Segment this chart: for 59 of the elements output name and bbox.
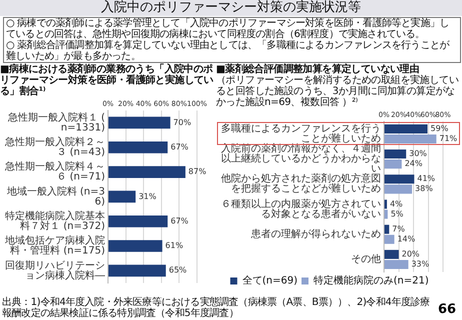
- bar: [108, 116, 170, 129]
- bar: [384, 250, 399, 259]
- data-label: 65%: [168, 266, 188, 275]
- data-label: 41%: [417, 174, 436, 184]
- text: ○ 薬剤総合評価調整加算を算定していない理由としては、「多職種によるカンファレンスを行うことが難しいため」が最も多かった。: [6, 40, 450, 62]
- bar: [384, 134, 436, 144]
- chart-subtitle: （ポリファーマシーを解消するための取組を実施していると回答した施設のうち、3か月間に同加算の算定がなかった施設n=69、複数回答 ）²⁾: [216, 75, 460, 108]
- data-label: 7%: [392, 224, 406, 234]
- text: ○ 病棟での薬剤師による薬学管理として「入院中のポリファーマシー対策を医師・看護師等と実施」しているとの回答は、急性期や回復期の病棟において同程度の割合（6割程度）で実施されている。: [6, 18, 450, 40]
- data-label: 30%: [409, 149, 428, 158]
- y-tick-label: 患者の理解が得られないため: [250, 228, 381, 240]
- source-note: 出典：1)令和4年度入院・外来医療等における実態調査（病棟票（A票、B票））、2)令和4年度診療報酬改定の結果検証に係る特別調査（令和5年度調査）: [2, 297, 430, 319]
- bar: [108, 166, 186, 178]
- y-tick-label: 急性期一般入院料４～６ (n=71): [4, 160, 106, 183]
- bar: [384, 224, 390, 234]
- data-label: 4%: [390, 199, 404, 208]
- data-label: 31%: [138, 192, 157, 201]
- y-tick-label: 回復期リハビリテーション病棟入院料―: [5, 259, 105, 282]
- data-label: 87%: [188, 167, 207, 176]
- chart-title: ■薬剤総合評価調整加算を算定していない理由: [216, 64, 420, 75]
- bar: [108, 264, 166, 277]
- y-tick-label: 多職種によるカンファレンスを行うことが難しいため: [221, 122, 381, 145]
- legend-label: 特定機能病院のみ(n=21): [314, 274, 429, 287]
- y-tick-label: 他院から処方された薬剤の処方意図を把握することなどが難しいため: [221, 172, 381, 195]
- data-label: 33%: [411, 260, 430, 269]
- text: 入院中のポリファーマシー対策の実施状況等: [0, 0, 462, 16]
- bar: [108, 141, 168, 154]
- bar: [384, 234, 394, 244]
- bar: [384, 160, 402, 169]
- data-label: 14%: [397, 234, 416, 244]
- y-tick-label: 地域一般入院料 (n=36): [6, 185, 106, 208]
- bar: [108, 240, 162, 252]
- data-label: 67%: [170, 142, 189, 152]
- y-tick-label: 急性期一般入院料２～３ (n=43): [4, 136, 106, 158]
- bar: [384, 150, 406, 159]
- bar: [384, 260, 408, 269]
- bar: [108, 215, 168, 228]
- bar: [384, 210, 388, 219]
- data-label: 38%: [415, 184, 434, 194]
- legend-label: 全て(n=69): [242, 274, 298, 287]
- y-tick-label: ６種類以上の内服薬が処方されている対象となる患者がいない: [221, 198, 381, 220]
- data-label: 59%: [430, 124, 449, 134]
- data-label: 61%: [165, 241, 184, 250]
- text: 66: [438, 302, 456, 317]
- y-tick-label: 地域包括ケア病棟入院料・管理料 (n=175): [4, 234, 106, 257]
- bar: [384, 124, 428, 134]
- data-label: 71%: [439, 134, 458, 144]
- data-label: 20%: [402, 250, 420, 259]
- data-label: 67%: [170, 216, 189, 226]
- bar: [384, 184, 412, 194]
- data-label: 70%: [173, 118, 192, 127]
- y-tick-label: 特定機能病院入院基本料７対１ (n=372): [5, 210, 106, 232]
- bar: [384, 174, 414, 184]
- chart-title: ■病棟における薬剤師の業務のうち「入院中のポリファーマシー対策を医師・看護師と実施している」割合¹⁾: [0, 64, 214, 97]
- data-label: 5%: [390, 209, 404, 218]
- bar: [108, 190, 136, 203]
- y-tick-label: 急性期一般入院料１ (n=1331): [6, 111, 106, 134]
- data-label: 24%: [404, 159, 423, 168]
- y-tick-label: その他: [351, 253, 381, 266]
